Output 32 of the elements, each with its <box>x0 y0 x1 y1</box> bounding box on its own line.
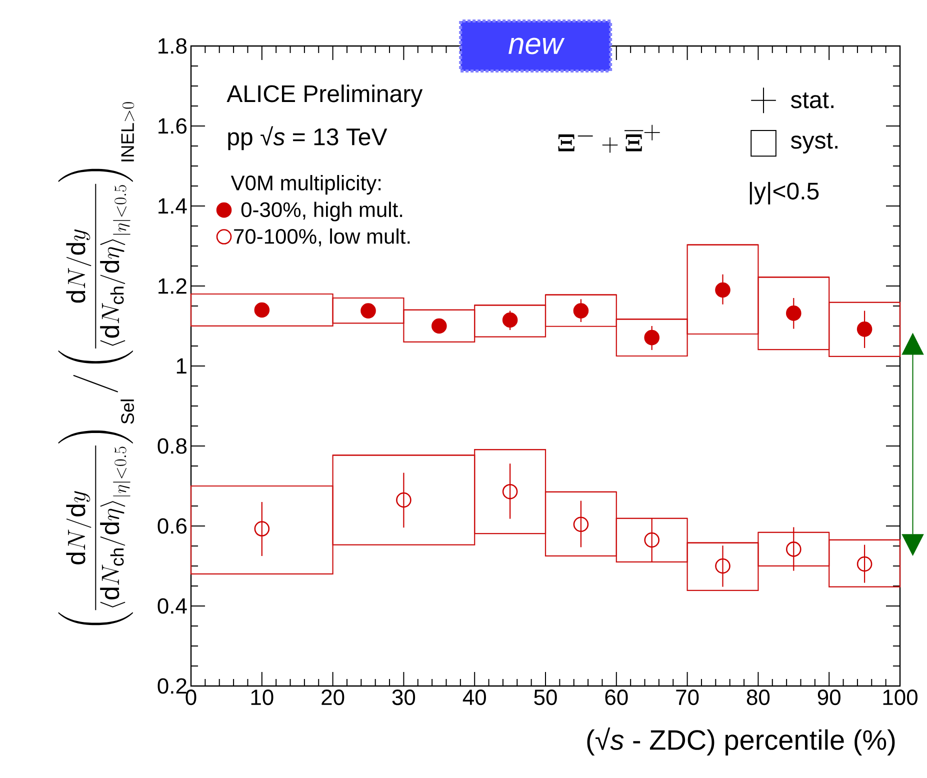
y-tick-label: 1.4 <box>158 198 187 214</box>
x-tick-label: 70 <box>676 690 699 706</box>
annotation: |y|<0.5 <box>750 182 819 204</box>
x-tick-label: 100 <box>883 690 918 706</box>
y-axis-title: $\left(\frac{\mathrm{d}N/\mathrm{d}y}{\left\langle \mathrm{d}N_{\mathrm{ch}}/\mathrm{d}\eta \right\rangle_{|\eta|<0.5}}\right)_{\mathrm{Sel}} \Big/ \left(\frac{\mathrm{d}N/\mathrm{d}y}{\left\langle \mathrm{d}N_{\mathrm{ch}}/\mathrm{d}\eta \right\rangle_{|\eta|<0.5}}\right)_{\mathrm{INEL}>0}$ <box>58 102 134 626</box>
x-tick-label: 0 <box>186 690 196 706</box>
annotation: pp √s = 13 TeV <box>228 126 388 150</box>
legend-title: V0M multiplicity: <box>230 174 381 195</box>
annotation: ALICE Preliminary <box>226 84 423 107</box>
y-tick-label: 0.4 <box>158 598 187 614</box>
x-tick-label: 10 <box>251 690 274 706</box>
annotation: stat. <box>790 92 834 108</box>
x-tick-label: 50 <box>534 690 557 706</box>
annotation: syst. <box>790 133 838 154</box>
annotation: $\boldsymbol{\Xi}^{-} + \overline{\boldsymbol{\Xi}}^{+}$ <box>558 124 660 153</box>
y-tick-label: 0.2 <box>158 678 186 694</box>
legend-label: 0-30%, high mult. <box>241 202 402 222</box>
legend-label: 70-100%, low mult. <box>234 228 410 246</box>
x-tick-label: 80 <box>746 690 770 706</box>
y-tick-label: 1.2 <box>158 278 186 294</box>
y-tick-label: 1.6 <box>158 118 187 134</box>
x-axis-title: (√s - ZDC) percentile (%) <box>587 728 895 756</box>
y-tick-label: 1.8 <box>158 38 187 54</box>
x-tick-label: 40 <box>462 690 486 706</box>
y-tick-label: 0.6 <box>158 518 187 534</box>
x-tick-label: 90 <box>818 690 840 706</box>
y-tick-label: 1 <box>176 358 186 374</box>
x-tick-label: 60 <box>605 690 628 706</box>
annotation: new <box>508 38 565 54</box>
x-tick-label: 30 <box>392 690 416 706</box>
y-tick-label: 0.8 <box>158 438 187 454</box>
x-tick-label: 20 <box>322 690 344 706</box>
